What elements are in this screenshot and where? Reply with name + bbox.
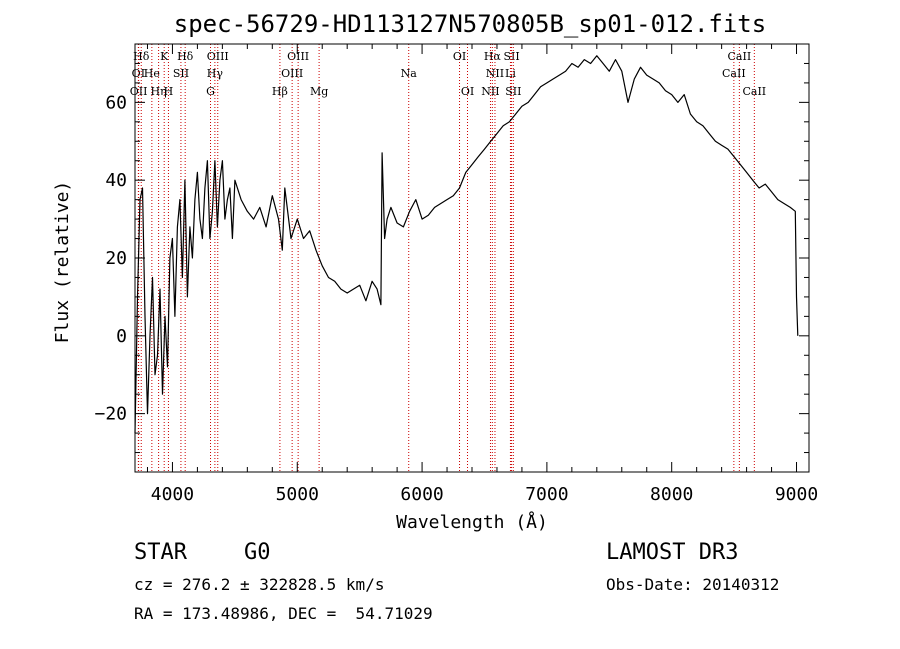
spectral-line-label: H: [164, 85, 174, 98]
spectral-line-label: OIII: [207, 50, 229, 63]
spectral-line-label: SII: [505, 85, 521, 98]
y-tick-label: 40: [105, 170, 127, 191]
spectral-line-label: Hη: [150, 85, 166, 98]
spectral-line-label: OIII: [281, 67, 303, 80]
y-tick-label: 60: [105, 92, 127, 113]
coords-text: RA = 173.48986, DEC = 54.71029: [134, 604, 433, 623]
spectral-line-label: SII: [503, 50, 519, 63]
x-tick-label: 6000: [400, 484, 443, 505]
spectral-line-label: Hδ: [133, 50, 150, 63]
flux-series: [134, 55, 799, 434]
chart-title: spec-56729-HD113127N570805B_sp01-012.fit…: [174, 10, 766, 38]
spectral-line-label: CaII: [722, 67, 746, 80]
subclass-text: G0: [244, 540, 271, 565]
spectral-line-label: OIII: [287, 50, 309, 63]
cz-text: cz = 276.2 ± 322828.5 km/s: [134, 575, 385, 594]
spectral-line-label: NII: [486, 67, 504, 80]
spectral-line-label: OI: [453, 50, 466, 63]
y-tick-label: 0: [116, 326, 127, 347]
plot-frame: [134, 43, 810, 473]
axis-ticks: 4000 5000 6000 7000 8000 9000 −20 0 20 40 60: [94, 43, 818, 505]
spectral-line-label: G: [206, 85, 215, 98]
spectral-line-label: Na: [401, 67, 418, 80]
spectral-line-label: SII: [173, 67, 189, 80]
spectral-line-label: Hδ: [177, 50, 194, 63]
spectral-line-label: NII: [481, 85, 499, 98]
spectral-line-label: K: [160, 50, 169, 63]
y-tick-label: 20: [105, 248, 127, 269]
spectral-line-label: CaII: [742, 85, 766, 98]
spectral-line-label: OII: [130, 85, 148, 98]
x-tick-label: 9000: [775, 484, 818, 505]
spectral-line-label: OI: [461, 85, 474, 98]
flux-line: [134, 55, 799, 434]
spectral-line-label: CaII: [728, 50, 752, 63]
spectral-line-label: Mg: [310, 85, 328, 98]
y-axis-label: Flux (relative): [52, 181, 73, 344]
spectral-line-label: Hα: [484, 50, 502, 63]
obs-date-text: Obs-Date: 20140312: [606, 575, 780, 594]
survey-text: LAMOST DR3: [606, 540, 739, 565]
x-tick-label: 4000: [151, 484, 194, 505]
spectral-line-label: He: [144, 67, 160, 80]
x-tick-label: 5000: [276, 484, 319, 505]
spectral-line-label: Hγ: [207, 67, 224, 80]
x-tick-label: 7000: [525, 484, 568, 505]
x-axis-label: Wavelength (Å): [396, 511, 548, 533]
class-text: STAR: [134, 540, 187, 565]
spectral-line-label: Li: [505, 67, 516, 80]
x-tick-label: 8000: [650, 484, 693, 505]
spectral-line-label: Hβ: [272, 85, 288, 98]
y-tick-label: −20: [94, 404, 127, 425]
